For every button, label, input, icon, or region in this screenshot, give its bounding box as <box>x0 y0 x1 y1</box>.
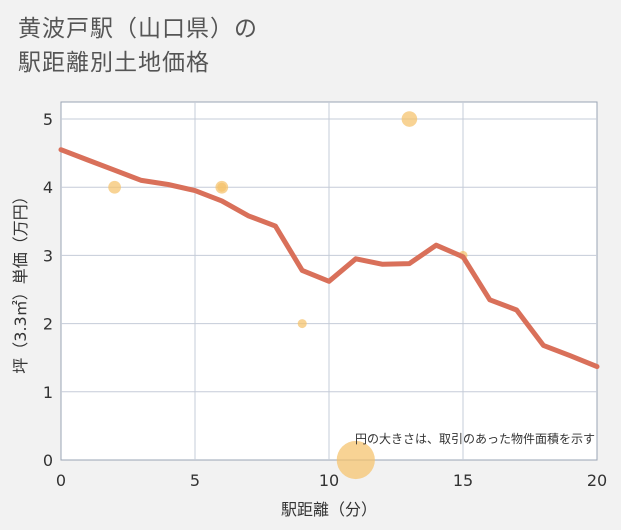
y-tick-label: 2 <box>43 315 53 334</box>
y-axis-title: 坪（3.3㎡）単価（万円） <box>11 188 30 373</box>
y-tick-label: 5 <box>43 110 53 129</box>
trend-line-series <box>58 147 600 370</box>
y-tick-label: 4 <box>43 178 53 197</box>
x-tick-label: 20 <box>587 471 607 490</box>
bubble-point <box>336 440 375 480</box>
x-axis-ticks: 0 5 10 15 20 <box>56 471 607 490</box>
bubble-point <box>217 182 227 192</box>
bubble-point <box>297 319 307 329</box>
y-axis-ticks: 0 1 2 3 4 5 <box>43 110 53 470</box>
x-tick-label: 10 <box>319 471 339 490</box>
x-tick-label: 15 <box>453 471 473 490</box>
chart-title-line2: 駅距離別土地価格 <box>18 50 210 76</box>
x-axis-title: 駅距離（分） <box>281 500 377 519</box>
x-tick-label: 5 <box>190 471 200 490</box>
chart-title: 黄波戸駅（山口県）の 駅距離別土地価格 <box>18 12 258 80</box>
x-tick-label: 0 <box>56 471 66 490</box>
bubble-size-note: 円の大きさは、取引のあった物件面積を示す <box>355 431 595 446</box>
y-tick-label: 0 <box>43 451 53 470</box>
bubble-point <box>401 111 418 127</box>
chart-title-line1: 黄波戸駅（山口県）の <box>18 16 258 42</box>
trend-line <box>58 147 600 370</box>
y-tick-label: 3 <box>43 246 53 265</box>
y-tick-label: 1 <box>43 383 53 402</box>
bubble-point <box>108 180 121 194</box>
grid-lines <box>61 102 597 460</box>
